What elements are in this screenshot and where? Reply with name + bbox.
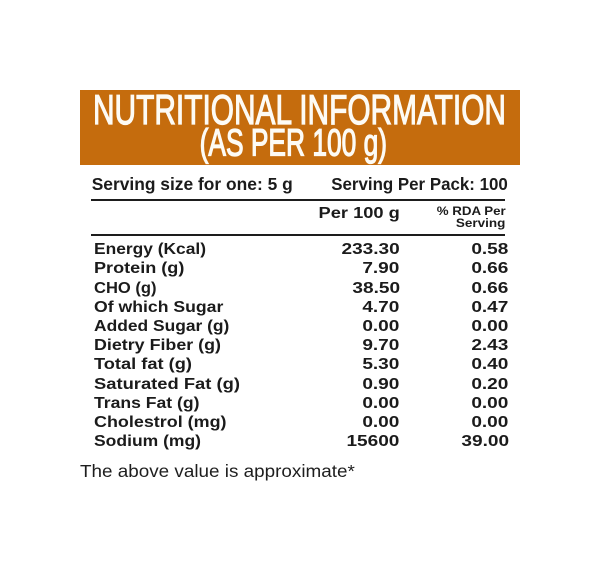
svg-text:NUTRITIONAL INFORMATION: NUTRITIONAL INFORMATION — [93, 90, 506, 133]
svg-text:(AS PER 100 g): (AS PER 100 g) — [200, 121, 388, 164]
